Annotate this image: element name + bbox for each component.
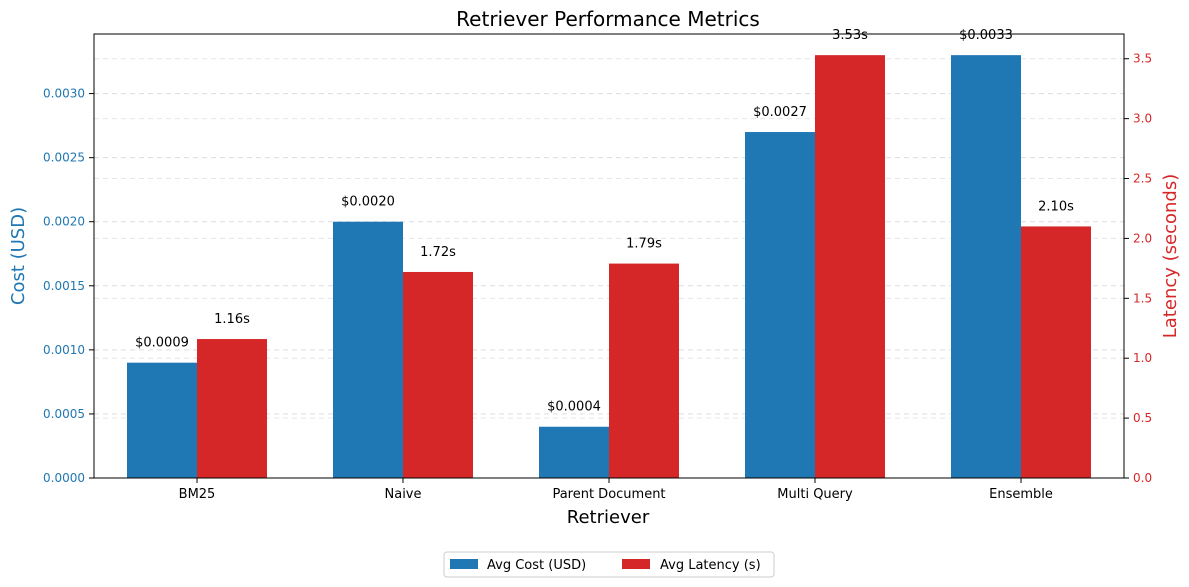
left-tick-label: 0.0005 (43, 407, 85, 421)
chart-title: Retriever Performance Metrics (456, 7, 760, 31)
bar-cost (745, 132, 815, 478)
data-label-cost: $0.0027 (753, 105, 807, 120)
left-tick-label: 0.0020 (43, 215, 85, 229)
data-label-latency: 2.10s (1038, 199, 1074, 214)
bar-cost (333, 221, 403, 478)
data-label-cost: $0.0020 (341, 195, 395, 210)
legend-swatch-latency (622, 559, 650, 569)
right-tick-label: 0.0 (1133, 471, 1152, 485)
left-tick-label: 0.0030 (43, 87, 85, 101)
right-tick-label: 2.5 (1133, 172, 1152, 186)
legend-label-latency: Avg Latency (s) (660, 558, 761, 573)
bar-latency (1021, 226, 1091, 478)
right-tick-label: 2.0 (1133, 231, 1152, 245)
data-label-latency: 1.16s (214, 312, 250, 327)
right-axis-label: Latency (seconds) (1160, 174, 1181, 339)
x-tick-label: Naive (385, 487, 422, 502)
data-label-cost: $0.0009 (135, 336, 189, 351)
data-labels: $0.0009 1.16s $0.0020 1.72s $0.0004 1.79s $0.0… (135, 28, 1074, 415)
legend: Avg Cost (USD) Avg Latency (s) (443, 551, 775, 578)
data-label-latency: 1.72s (420, 245, 456, 260)
bar-latency (403, 271, 473, 478)
left-axis-label: Cost (USD) (8, 207, 29, 305)
right-tick-label: 3.0 (1133, 112, 1152, 126)
left-tick-label: 0.0025 (43, 151, 85, 165)
x-tick-label: BM25 (179, 487, 216, 502)
x-tick-label: Parent Document (552, 487, 665, 502)
legend-swatch-cost (450, 559, 478, 569)
data-label-cost: $0.0033 (959, 28, 1013, 43)
right-axis: 0.0 0.5 1.0 1.5 2.0 2.5 3.0 3.5 (1124, 52, 1152, 485)
legend-label-cost: Avg Cost (USD) (487, 558, 586, 573)
left-tick-label: 0.0000 (43, 471, 85, 485)
legend-frame (443, 551, 775, 578)
left-axis: 0.0000 0.0005 0.0010 0.0015 0.0020 0.0025 0.00… (43, 87, 94, 485)
bar-cost (539, 426, 609, 478)
right-tick-label: 3.5 (1133, 52, 1152, 66)
right-tick-label: 1.0 (1133, 351, 1152, 365)
data-label-cost: $0.0004 (547, 400, 601, 415)
bar-latency (815, 55, 885, 479)
x-axis-label: Retriever (567, 507, 650, 528)
data-label-latency: 3.53s (832, 28, 868, 43)
bar-latency (609, 263, 679, 478)
bars (127, 55, 1091, 479)
x-tick-label: Ensemble (989, 487, 1053, 502)
x-tick-label: Multi Query (777, 487, 853, 502)
x-axis: BM25 Naive Parent Document Multi Query Ensem… (179, 478, 1053, 502)
left-tick-label: 0.0015 (43, 279, 85, 293)
left-tick-label: 0.0010 (43, 343, 85, 357)
bar-cost (951, 55, 1021, 479)
bar-cost (127, 362, 197, 478)
data-label-latency: 1.79s (626, 237, 662, 252)
bar-latency (197, 339, 267, 478)
right-tick-label: 1.5 (1133, 291, 1152, 305)
right-tick-label: 0.5 (1133, 411, 1152, 425)
